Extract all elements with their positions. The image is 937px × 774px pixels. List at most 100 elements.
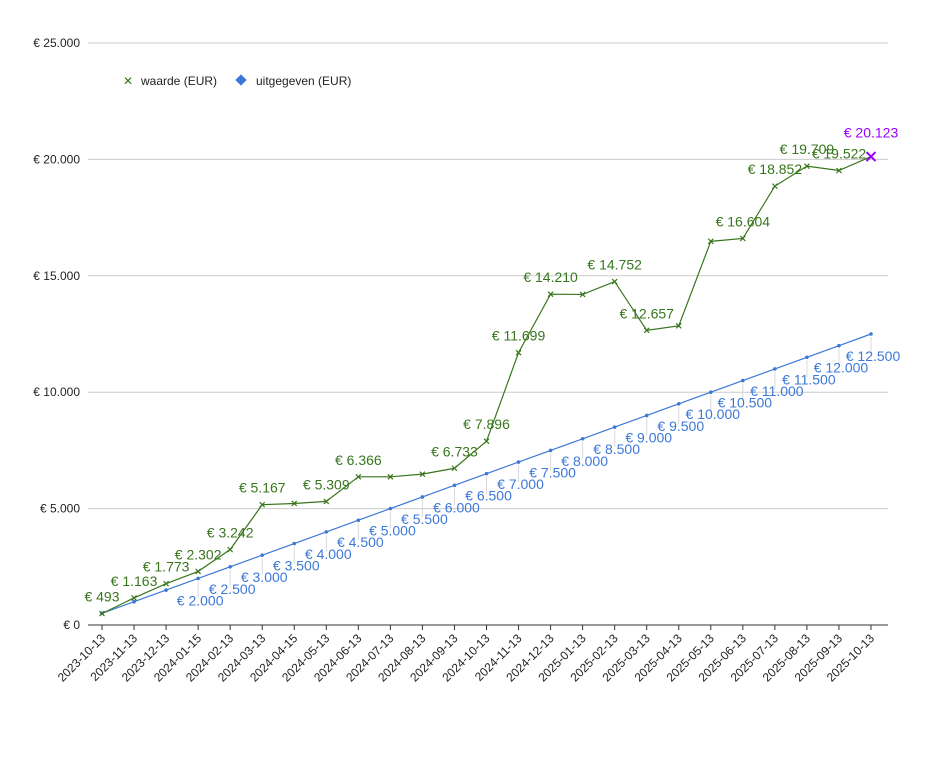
point-waarde: [643, 327, 650, 334]
data-label-waarde: € 19.709: [780, 141, 835, 157]
point-uitgegeven: [612, 425, 617, 429]
point-waarde: [259, 501, 266, 508]
point-uitgegeven: [132, 599, 136, 604]
data-label-uitgegeven: € 8.500: [593, 441, 640, 457]
data-label-uitgegeven: € 12.000: [814, 360, 869, 376]
data-label-waarde: € 1.163: [111, 573, 158, 589]
point-waarde: [99, 610, 105, 617]
point-uitgegeven: [484, 471, 489, 476]
point-waarde: [836, 167, 842, 174]
data-label-uitgegeven: € 9.000: [625, 429, 672, 445]
legend-marker-uitgegeven: [235, 74, 247, 86]
data-label-uitgegeven: € 6.500: [465, 488, 512, 504]
data-label-uitgegeven: € 5.000: [369, 523, 416, 539]
data-label-uitgegeven: € 9.500: [657, 418, 704, 434]
data-label-waarde: € 5.167: [239, 480, 286, 496]
data-label-uitgegeven: € 6.000: [433, 499, 480, 515]
point-uitgegeven: [356, 518, 361, 523]
data-label-waarde: € 493: [84, 589, 119, 605]
point-waarde: [451, 465, 458, 472]
point-waarde: [771, 183, 778, 190]
data-label-waarde: € 2.302: [175, 546, 222, 562]
data-label-uitgegeven: € 10.000: [686, 406, 741, 422]
data-label-waarde: € 7.896: [463, 416, 510, 432]
data-label-uitgegeven: € 4.000: [305, 546, 352, 562]
point-waarde: [865, 151, 877, 162]
point-uitgegeven: [580, 436, 585, 441]
point-waarde: [515, 349, 522, 356]
data-label-uitgegeven: € 11.500: [782, 371, 836, 387]
legend-label-uitgegeven: uitgegeven (EUR): [256, 74, 351, 88]
data-label-uitgegeven: € 3.000: [241, 569, 288, 585]
point-uitgegeven: [228, 565, 232, 569]
y-axis: € 0 € 5.000 € 10.000 € 15.000 € 20.000 € 25.0…: [33, 36, 80, 632]
point-uitgegeven: [741, 378, 745, 383]
point-waarde: [739, 235, 746, 242]
grid-lines: [88, 42, 888, 626]
point-uitgegeven: [516, 460, 521, 464]
y-tick-label: € 0: [63, 618, 80, 632]
data-label-waarde: € 6.366: [335, 452, 382, 468]
point-uitgegeven: [708, 390, 713, 395]
point-waarde: [707, 238, 714, 245]
data-label-waarde: € 12.657: [619, 305, 674, 321]
point-waarde: [803, 163, 810, 170]
data-label-waarde: € 1.773: [143, 559, 190, 575]
y-tick-label: € 25.000: [33, 36, 80, 50]
point-uitgegeven: [420, 495, 425, 499]
point-uitgegeven: [260, 553, 265, 557]
point-waarde: [387, 473, 394, 480]
data-label-waarde: € 14.210: [523, 269, 578, 285]
data-label-uitgegeven: € 4.500: [337, 534, 384, 550]
y-tick-label: € 15.000: [33, 269, 80, 283]
data-label-waarde: € 5.309: [303, 476, 350, 492]
data-label-waarde: € 6.733: [431, 443, 478, 459]
y-tick-label: € 20.000: [33, 152, 80, 166]
data-label-uitgegeven: € 7.500: [529, 464, 576, 480]
legend: ✕ waarde (EUR) uitgegeven (EUR): [123, 74, 351, 88]
x-axis: 2023-10-132023-11-132023-12-132024-01-15…: [55, 625, 877, 685]
data-label-uitgegeven: € 11.000: [750, 383, 804, 399]
series-waarde: [99, 151, 877, 617]
data-label-uitgegeven: € 10.500: [718, 395, 773, 411]
data-label-waarde: € 19.522: [812, 146, 867, 162]
data-label-waarde: € 14.752: [587, 257, 642, 273]
data-labels: € 2.000€ 2.500€ 3.000€ 3.500€ 4.000€ 4.5…: [84, 125, 900, 609]
point-uitgegeven: [805, 355, 809, 360]
data-label-waarde: € 18.852: [748, 161, 803, 177]
point-uitgegeven: [388, 506, 393, 511]
point-waarde: [163, 580, 170, 587]
point-uitgegeven: [548, 448, 553, 453]
point-uitgegeven: [773, 367, 777, 371]
point-uitgegeven: [452, 483, 457, 488]
data-label-uitgegeven: € 2.000: [177, 592, 224, 608]
point-waarde: [323, 498, 330, 505]
point-waarde: [355, 473, 362, 480]
point-waarde: [291, 500, 298, 507]
legend-marker-waarde: ✕: [123, 74, 133, 88]
point-uitgegeven: [324, 530, 329, 534]
point-waarde: [579, 291, 586, 298]
data-label-waarde: € 11.699: [492, 328, 546, 344]
point-uitgegeven: [644, 413, 649, 418]
point-uitgegeven: [837, 343, 841, 348]
data-label-uitgegeven: € 2.500: [209, 581, 256, 597]
point-waarde: [195, 568, 202, 575]
point-waarde: [483, 438, 490, 445]
data-label-waarde: € 3.242: [207, 525, 254, 541]
legend-label-waarde: waarde (EUR): [140, 74, 217, 88]
data-label-uitgegeven: € 3.500: [273, 558, 320, 574]
data-label-uitgegeven: € 8.000: [561, 453, 608, 469]
data-label-uitgegeven: € 12.500: [846, 348, 901, 364]
data-label-waarde: € 16.604: [716, 213, 771, 229]
point-waarde: [611, 278, 618, 285]
point-uitgegeven: [196, 576, 200, 581]
y-tick-label: € 10.000: [33, 385, 80, 399]
y-tick-label: € 5.000: [40, 502, 80, 516]
data-label-waarde: € 20.123: [844, 125, 899, 141]
point-waarde: [419, 471, 426, 478]
point-uitgegeven: [164, 588, 168, 592]
series-uitgegeven: [100, 332, 873, 616]
point-waarde: [227, 546, 234, 553]
